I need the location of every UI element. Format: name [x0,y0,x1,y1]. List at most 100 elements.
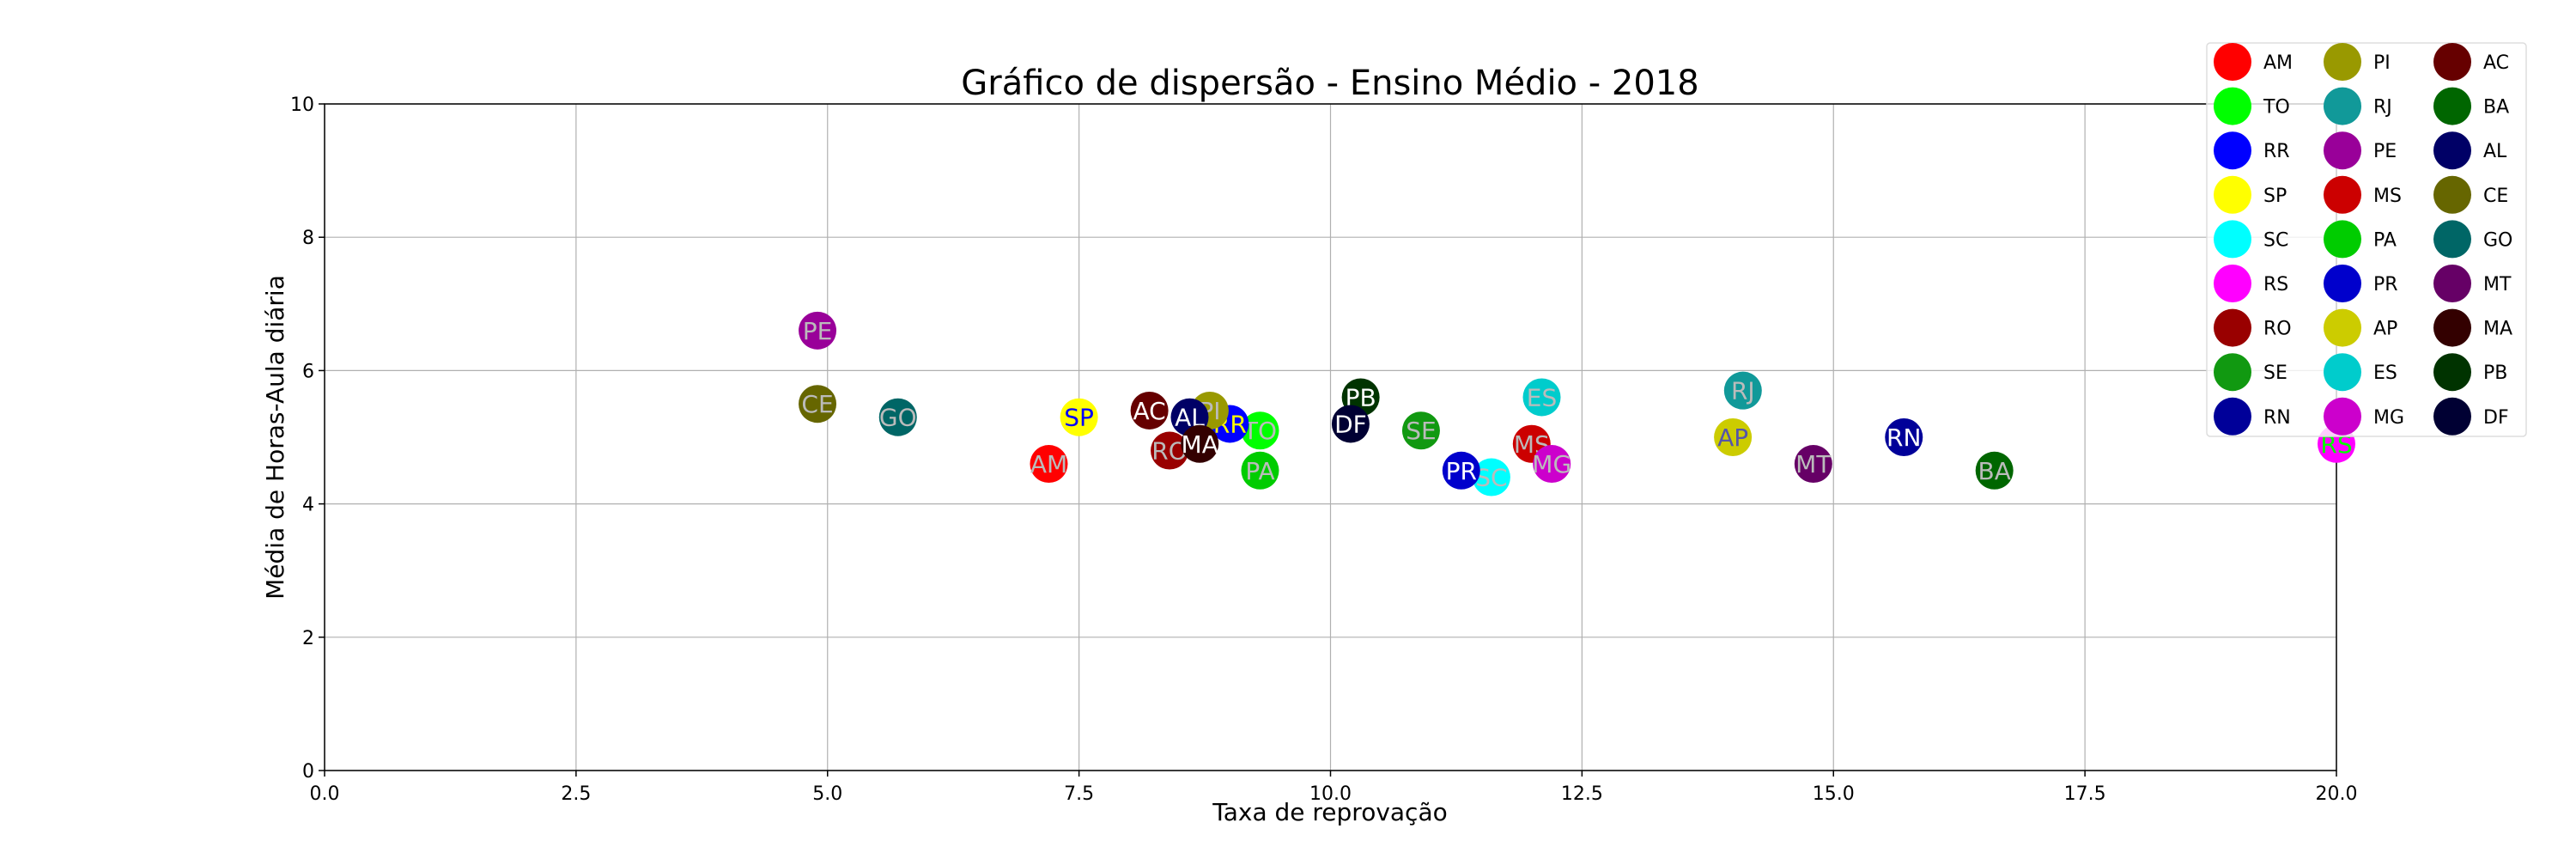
x-tick-label: 20.0 [2316,783,2358,805]
y-tick-label: 2 [302,628,314,649]
legend-label: MG [2373,407,2404,429]
legend-item-rr: RR [2214,131,2290,170]
y-tick-label: 6 [302,361,314,382]
legend-item-ro: RO [2214,308,2292,347]
x-tick-label: 15.0 [1813,783,1855,805]
legend-item-rn: RN [2214,397,2291,436]
point-sp: SP [1060,398,1098,436]
point-ce: CE [799,385,837,423]
legend-label: MS [2373,186,2402,207]
legend-item-pi: PI [2324,43,2391,81]
point-es: ES [1522,378,1561,417]
legend-label: SP [2263,186,2287,207]
legend-item-sp: SP [2214,175,2287,214]
x-tick-label: 12.5 [1561,783,1603,805]
legend-item-mt: MT [2433,265,2512,302]
legend-marker [2324,131,2361,170]
point-label: MG [1532,450,1571,478]
legend-marker [2214,265,2251,302]
grid-lines [324,103,2337,771]
legend-label: GO [2483,229,2512,251]
point-marker [1794,445,1832,484]
point-go: GO [878,398,917,436]
point-label: GO [879,404,917,432]
point-label: RN [1886,423,1921,452]
point-label: SC [1475,464,1507,492]
legend-item-es: ES [2324,353,2397,392]
legend-label: MA [2483,319,2512,340]
legend-label: TO [2263,97,2290,119]
y-tick-label: 10 [290,94,314,116]
legend-marker [2214,131,2251,170]
point-sc: SC [1472,458,1510,497]
legend-marker [2433,43,2471,81]
legend-label: MT [2483,274,2512,295]
legend-item-ce: CE [2433,175,2508,214]
legend-item-rs: RS [2214,265,2288,302]
legend-marker [2214,397,2251,436]
legend-marker [2433,397,2471,436]
point-ac: AC [1130,391,1169,430]
legend-item-ba: BA [2433,87,2509,125]
legend-marker [2433,353,2471,392]
point-marker [1472,458,1510,497]
point-ma: MA [1181,424,1219,463]
legend-marker [2214,308,2251,347]
legend-marker [2214,87,2251,125]
legend-item-al: AL [2433,131,2507,170]
legend-item-pb: PB [2433,353,2507,392]
x-tick-label: 17.5 [2064,783,2106,805]
legend-marker [2324,220,2361,259]
legend-marker [2433,220,2471,259]
legend-marker [2324,87,2361,125]
legend-item-rj: RJ [2324,87,2392,125]
point-label: MA [1182,430,1218,459]
legend-label: AP [2373,319,2397,340]
legend-label: DF [2483,407,2509,429]
point-pe: PE [799,311,837,350]
point-pa: PA [1241,451,1279,490]
legend-label: BA [2483,97,2509,119]
y-tick-label: 0 [302,761,314,783]
point-label: ES [1527,383,1557,411]
legend-marker [2433,175,2471,214]
legend-marker [2324,265,2361,302]
point-label: BA [1978,457,2011,485]
chart-title: Gráfico de dispersão - Ensino Médio - 20… [961,64,1698,103]
legend-item-pr: PR [2324,265,2398,302]
point-am: AM [1030,445,1068,484]
point-label: AM [1030,450,1067,478]
legend-marker [2324,353,2361,392]
legend-item-mg: MG [2324,397,2404,436]
legend-label: RN [2263,407,2291,429]
legend-item-ma: MA [2433,308,2512,347]
point-ap: AP [1714,418,1753,456]
point-marker [1401,411,1440,450]
point-marker [1442,451,1480,490]
legend-marker [2214,220,2251,259]
legend-item-df: DF [2433,397,2509,436]
point-label: AP [1717,423,1748,452]
legend-label: PB [2483,362,2507,384]
x-tick-label: 2.5 [561,783,591,805]
x-tick-label: 7.5 [1064,783,1094,805]
point-marker [1533,445,1571,484]
legend-label: RR [2263,141,2290,162]
point-marker [1522,378,1561,417]
legend-label: RS [2263,274,2288,295]
legend-label: SC [2263,229,2288,251]
legend-item-ac: AC [2433,43,2509,81]
y-tick-label: 8 [302,228,314,249]
point-mt: MT [1794,445,1832,484]
legend-marker [2324,43,2361,81]
point-label: PE [803,317,833,345]
point-marker [799,311,837,350]
legend-marker [2324,308,2361,347]
legend-label: AL [2483,141,2507,162]
point-marker [1885,418,1923,456]
point-marker [1030,445,1068,484]
legend-item-pe: PE [2324,131,2397,170]
point-label: CE [801,390,833,418]
legend-marker [2433,131,2471,170]
legend-marker [2433,308,2471,347]
